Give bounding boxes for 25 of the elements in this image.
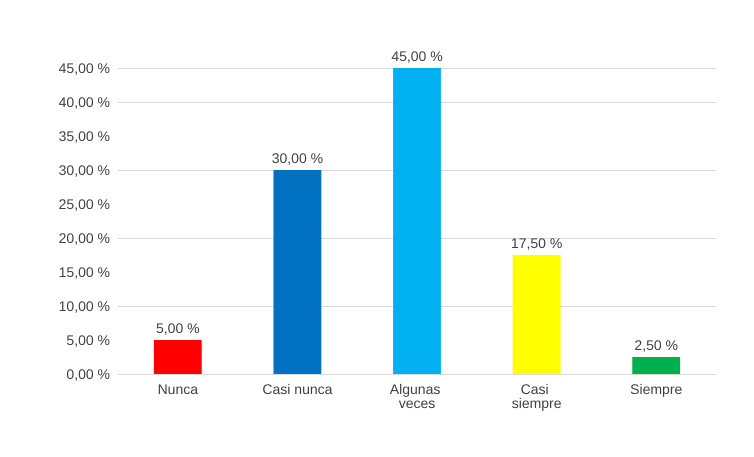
data-label: 2,50 %	[634, 337, 678, 353]
x-tick-label: Siempre	[630, 381, 682, 397]
x-tick-label: Casi nunca	[262, 381, 333, 397]
bar	[154, 340, 202, 374]
y-tick-label: 45,00 %	[58, 60, 110, 76]
y-tick-label: 0,00 %	[66, 366, 110, 382]
y-tick-label: 15,00 %	[58, 264, 110, 280]
x-tick-label: Algunas veces	[390, 381, 444, 411]
y-tick-label: 30,00 %	[58, 162, 110, 178]
y-tick-label: 25,00 %	[58, 196, 110, 212]
data-label: 45,00 %	[391, 48, 443, 64]
bar	[393, 68, 441, 374]
data-label: 17,50 %	[510, 235, 562, 251]
y-tick-label: 35,00 %	[58, 128, 110, 144]
x-tick-label: Casi siempre	[512, 381, 562, 411]
y-tick-label: 20,00 %	[58, 230, 110, 246]
y-tick-label: 40,00 %	[58, 94, 110, 110]
x-tick-label: Nunca	[158, 381, 198, 397]
data-label: 5,00 %	[156, 320, 200, 336]
y-tick-label: 5,00 %	[66, 332, 110, 348]
data-label: 30,00 %	[272, 150, 324, 166]
bar	[632, 357, 680, 374]
y-tick-label: 10,00 %	[58, 298, 110, 314]
bar	[512, 255, 561, 374]
bar	[273, 170, 322, 374]
